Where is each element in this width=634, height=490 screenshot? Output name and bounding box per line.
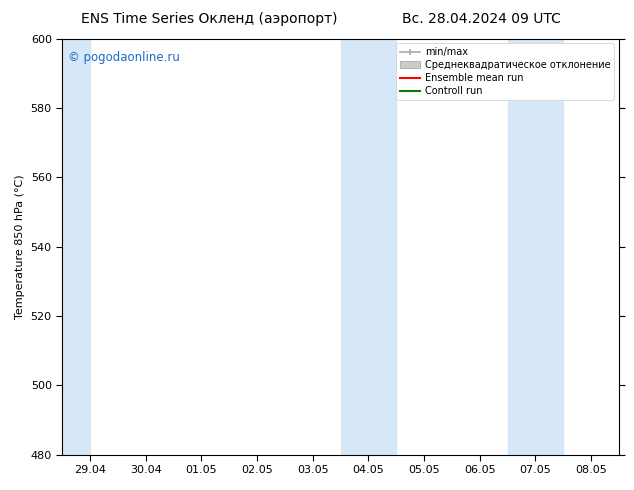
Bar [62, 39, 90, 455]
Text: Вс. 28.04.2024 09 UTC: Вс. 28.04.2024 09 UTC [403, 12, 561, 26]
Bar [340, 39, 396, 455]
Legend: min/max, Среднеквадратическое отклонение, Ensemble mean run, Controll run: min/max, Среднеквадратическое отклонение… [396, 44, 614, 100]
Y-axis label: Temperature 850 hPa (°C): Temperature 850 hPa (°C) [15, 174, 25, 319]
Text: ENS Time Series Окленд (аэропорт): ENS Time Series Окленд (аэропорт) [81, 12, 337, 26]
Bar [508, 39, 564, 455]
Text: © pogodaonline.ru: © pogodaonline.ru [68, 51, 179, 64]
